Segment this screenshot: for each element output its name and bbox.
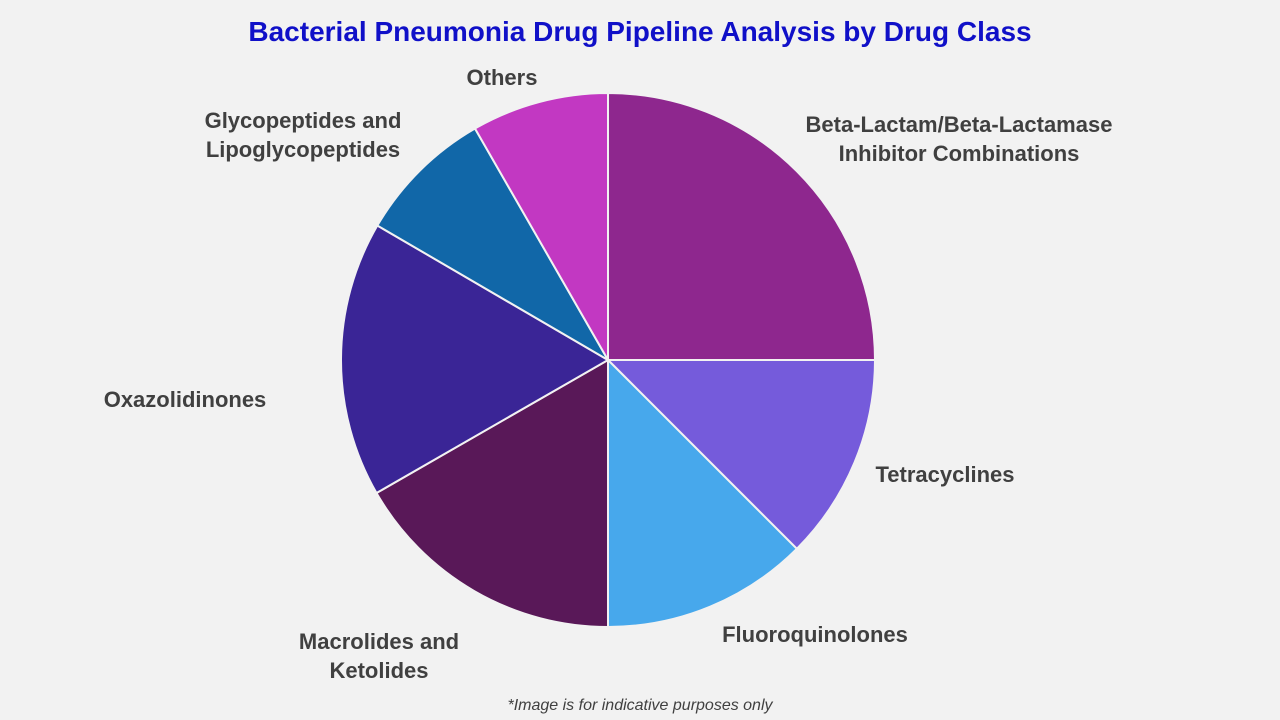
- pie-slice-macrolides-and-ketolides: [375, 358, 609, 629]
- pie-slice-glycopeptides-and-lipoglycopeptides: [375, 127, 611, 363]
- slice-label: Oxazolidinones: [104, 387, 267, 412]
- slice-label: Tetracyclines: [875, 462, 1014, 487]
- chart-title: Bacterial Pneumonia Drug Pipeline Analys…: [248, 16, 1032, 47]
- slice-label: Fluoroquinolones: [722, 622, 908, 647]
- pie-slice-beta-lactam-beta-lactamase-inhibitor-combinations: [607, 91, 877, 361]
- slice-label: Glycopeptides and Lipoglycopeptides: [205, 108, 402, 162]
- footnote: *Image is for indicative purposes only: [507, 697, 773, 714]
- slice-label: Macrolides and Ketolides: [299, 629, 459, 683]
- pie-slice-oxazolidinones: [340, 224, 610, 495]
- pie-slice-tetracyclines: [605, 359, 877, 551]
- slice-label: Others: [467, 65, 538, 90]
- pie-slice-fluoroquinolones: [607, 357, 799, 629]
- pie-slice-others: [473, 91, 609, 364]
- slice-label: Beta-Lactam/Beta-Lactamase Inhibitor Comb…: [806, 112, 1113, 166]
